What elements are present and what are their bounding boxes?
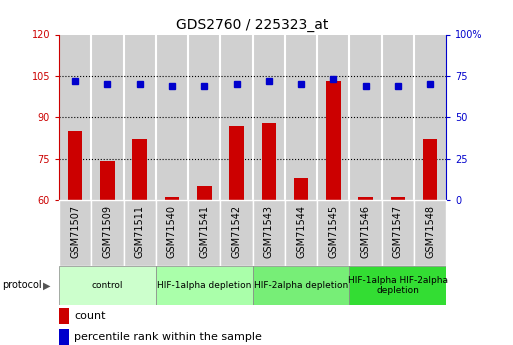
Text: protocol: protocol	[3, 280, 42, 290]
Text: percentile rank within the sample: percentile rank within the sample	[74, 332, 262, 342]
Bar	[68, 131, 83, 200]
FancyBboxPatch shape	[188, 200, 221, 266]
Bar	[188, 34, 221, 200]
Text: GSM71540: GSM71540	[167, 205, 177, 258]
Bar	[165, 197, 179, 200]
Text: GSM71544: GSM71544	[296, 205, 306, 258]
FancyBboxPatch shape	[252, 200, 285, 266]
Bar	[317, 34, 349, 200]
Bar	[221, 34, 252, 200]
Text: GSM71546: GSM71546	[361, 205, 370, 258]
Bar	[423, 139, 438, 200]
Bar	[414, 34, 446, 200]
Bar	[359, 197, 373, 200]
Text: GSM71541: GSM71541	[199, 205, 209, 258]
FancyBboxPatch shape	[221, 200, 252, 266]
Text: GSM71543: GSM71543	[264, 205, 274, 258]
FancyBboxPatch shape	[59, 266, 156, 305]
Bar	[229, 126, 244, 200]
Bar	[285, 34, 317, 200]
Bar	[382, 34, 414, 200]
Bar	[294, 178, 308, 200]
FancyBboxPatch shape	[124, 200, 156, 266]
Bar	[252, 34, 285, 200]
FancyBboxPatch shape	[349, 200, 382, 266]
Bar	[262, 123, 276, 200]
Text: GSM71545: GSM71545	[328, 205, 339, 258]
Bar	[156, 34, 188, 200]
FancyBboxPatch shape	[317, 200, 349, 266]
Bar	[326, 81, 341, 200]
Text: GSM71509: GSM71509	[103, 205, 112, 258]
Bar	[132, 139, 147, 200]
FancyBboxPatch shape	[285, 200, 317, 266]
Bar	[91, 34, 124, 200]
Text: GSM71547: GSM71547	[393, 205, 403, 258]
Bar	[197, 186, 211, 200]
Text: GSM71548: GSM71548	[425, 205, 435, 258]
FancyBboxPatch shape	[156, 200, 188, 266]
Text: HIF-1alpha HIF-2alpha
depletion: HIF-1alpha HIF-2alpha depletion	[348, 276, 448, 295]
FancyBboxPatch shape	[382, 200, 414, 266]
FancyBboxPatch shape	[349, 266, 446, 305]
Bar	[349, 34, 382, 200]
Text: HIF-1alpha depletion: HIF-1alpha depletion	[157, 281, 251, 290]
Title: GDS2760 / 225323_at: GDS2760 / 225323_at	[176, 18, 329, 32]
Bar	[59, 34, 91, 200]
FancyBboxPatch shape	[59, 200, 91, 266]
FancyBboxPatch shape	[252, 266, 349, 305]
FancyBboxPatch shape	[414, 200, 446, 266]
Bar	[59, 329, 69, 345]
Text: GSM71542: GSM71542	[231, 205, 242, 258]
Text: HIF-2alpha depletion: HIF-2alpha depletion	[254, 281, 348, 290]
Text: control: control	[92, 281, 123, 290]
Text: GSM71511: GSM71511	[135, 205, 145, 258]
Text: count: count	[74, 311, 106, 321]
Bar	[390, 197, 405, 200]
Bar	[59, 308, 69, 324]
Text: ▶: ▶	[43, 280, 50, 290]
Text: GSM71507: GSM71507	[70, 205, 80, 258]
FancyBboxPatch shape	[91, 200, 124, 266]
FancyBboxPatch shape	[156, 266, 252, 305]
Bar	[124, 34, 156, 200]
Bar	[100, 161, 115, 200]
